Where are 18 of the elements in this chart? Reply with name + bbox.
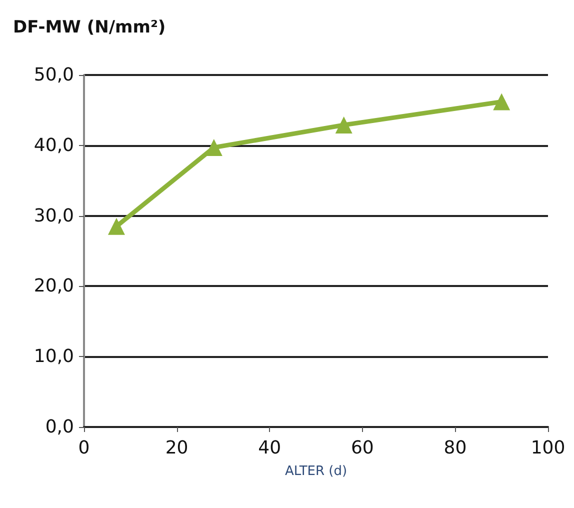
- chart-title: DF-MW (N/mm²): [13, 18, 166, 38]
- point: [335, 116, 352, 134]
- y-tick-label: 20,0: [34, 276, 74, 297]
- x-tick-label: 0: [78, 438, 90, 458]
- y-tick-label: 10,0: [34, 346, 74, 368]
- x-tick-label: 40: [258, 438, 282, 458]
- point: [205, 139, 222, 156]
- point: [493, 93, 510, 110]
- x-tick-label: 100: [530, 438, 566, 458]
- x-axis-title: ALTER (d): [284, 464, 348, 479]
- x-tick-label: 80: [444, 438, 467, 458]
- y-tick-label: 30,0: [34, 205, 74, 226]
- x-tick-label: 20: [165, 438, 188, 458]
- y-tick-label: 40,0: [34, 134, 74, 156]
- point: [108, 218, 125, 235]
- x-tick-label: 60: [350, 438, 374, 458]
- y-tick-label: 50,0: [34, 64, 74, 86]
- y-tick-label: 0,0: [45, 416, 74, 438]
